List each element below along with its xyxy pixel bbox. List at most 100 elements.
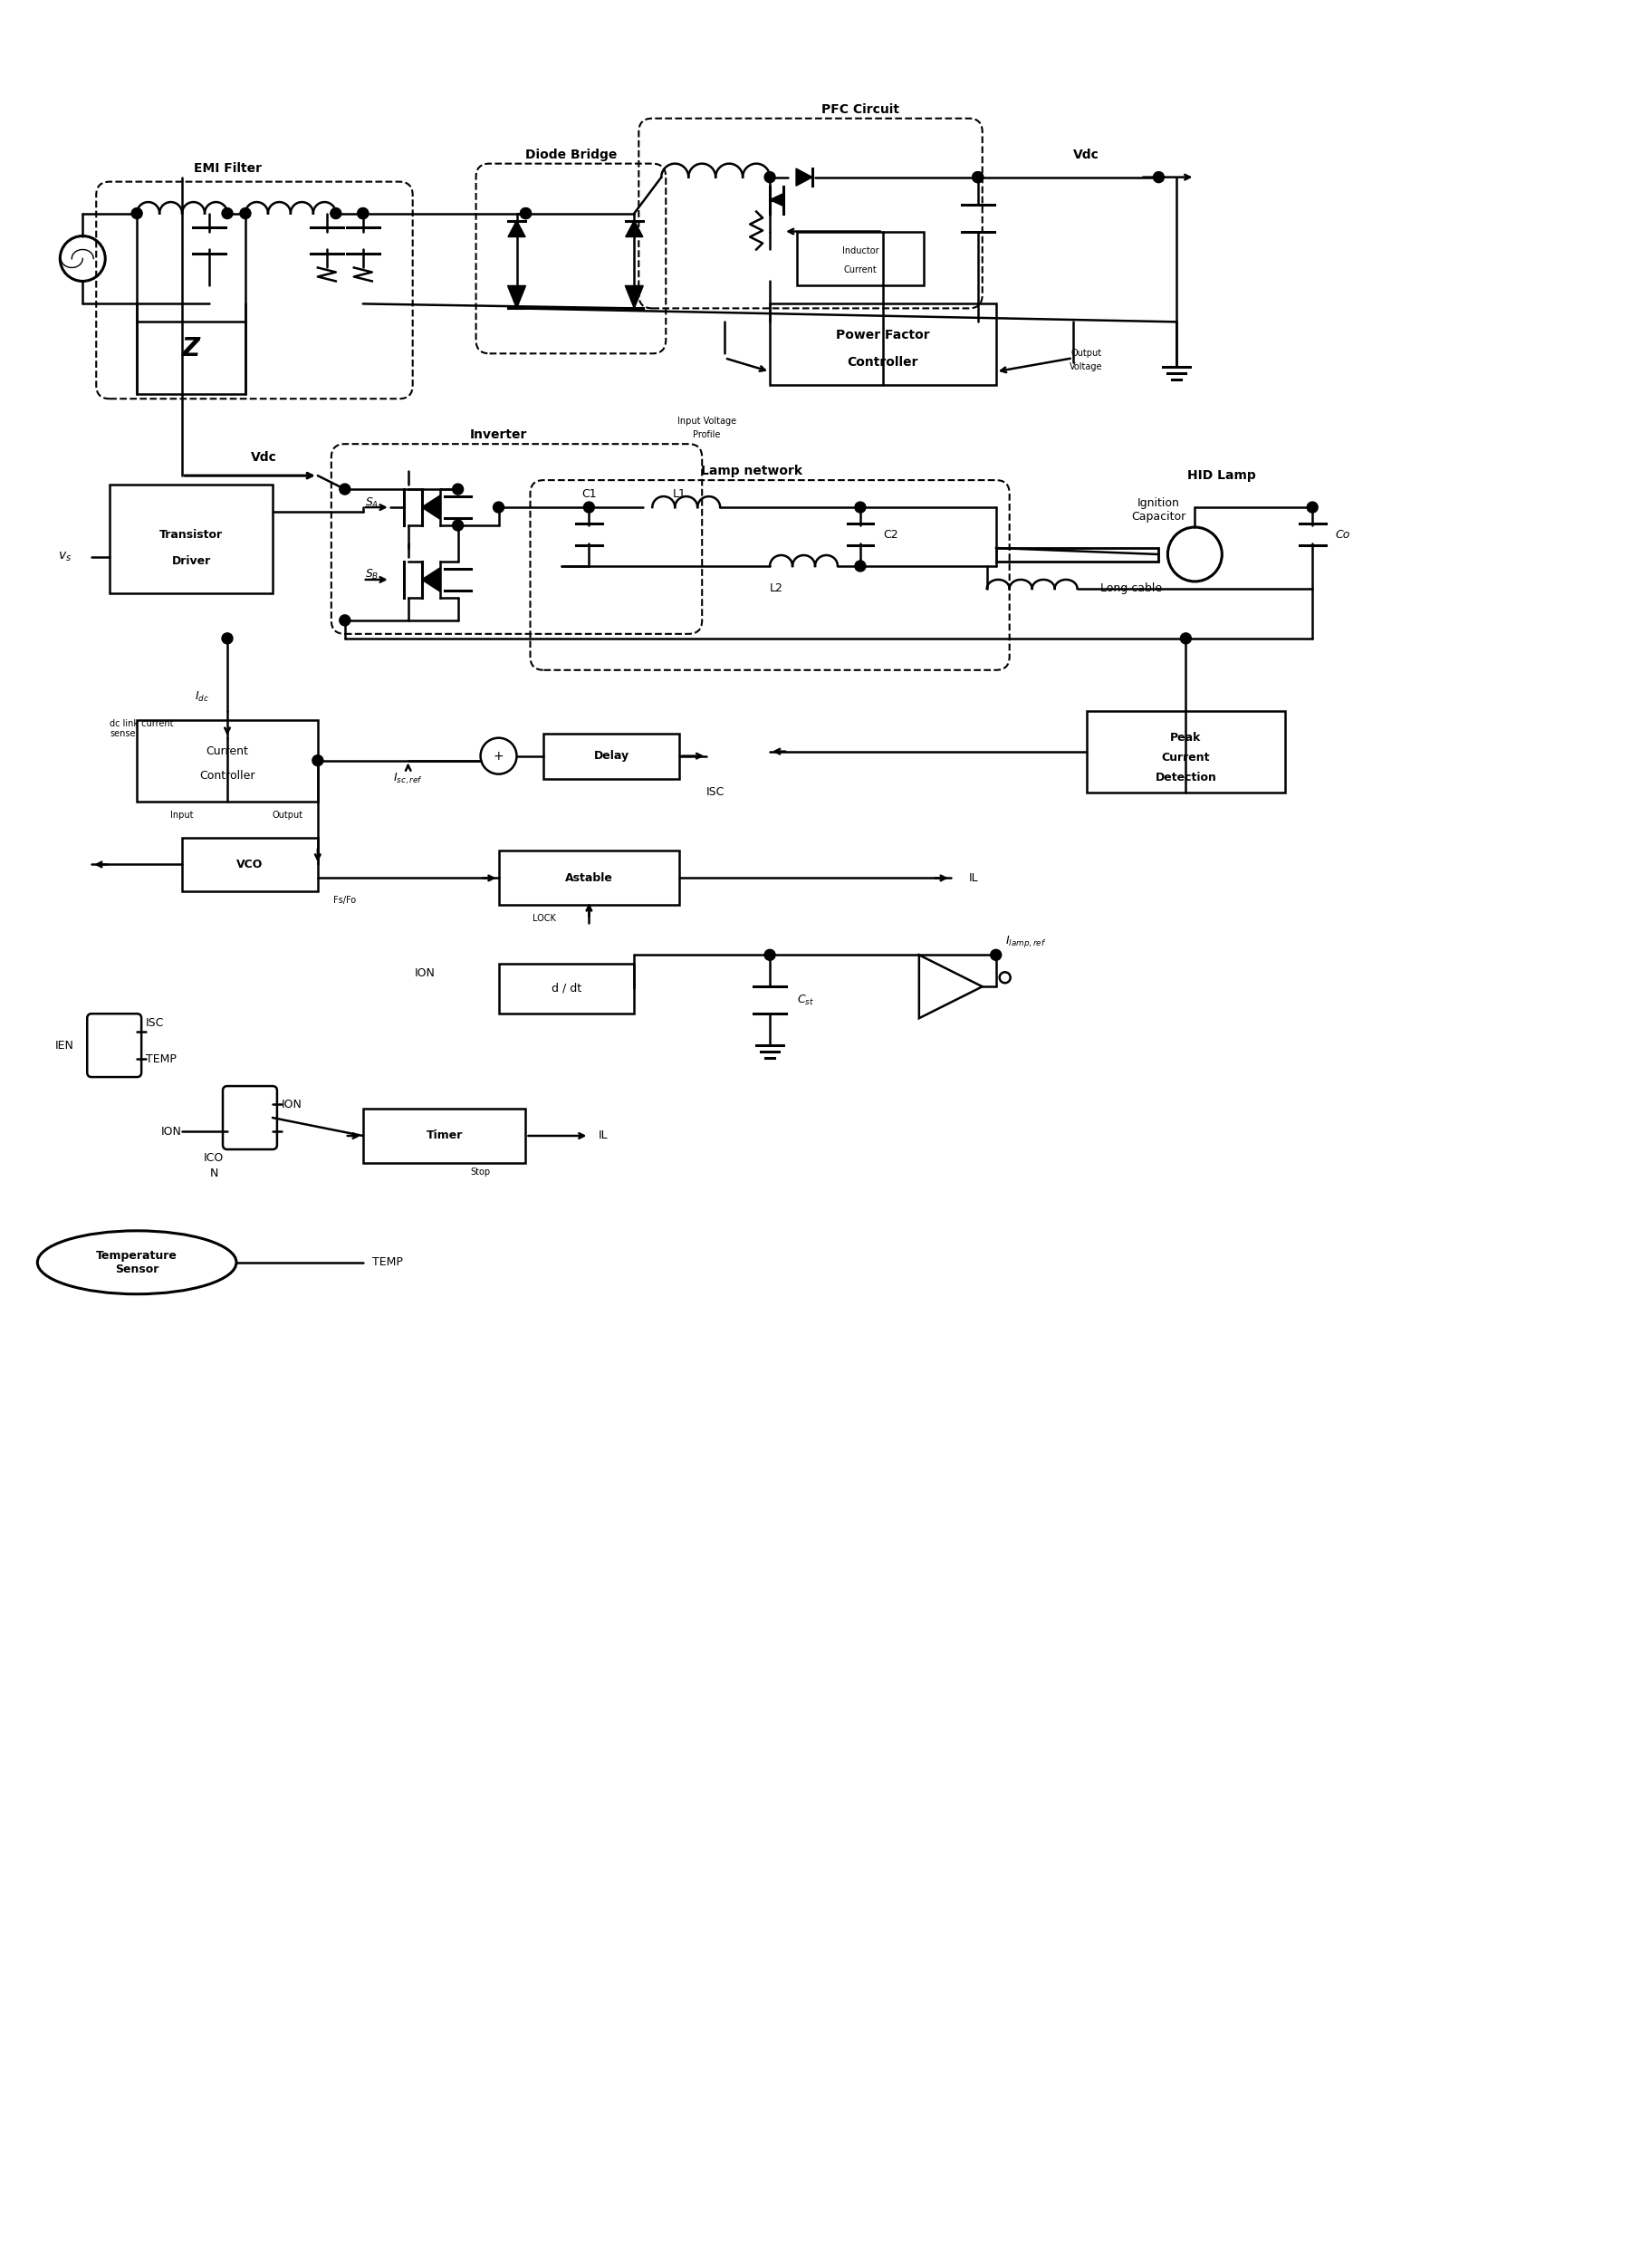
Text: PFC Circuit: PFC Circuit (822, 102, 899, 116)
Bar (543, 733, 679, 778)
Text: +: + (494, 751, 504, 762)
Text: Ignition: Ignition (1137, 497, 1180, 508)
Circle shape (991, 950, 1001, 959)
Text: ISC: ISC (707, 787, 725, 798)
Circle shape (765, 950, 775, 959)
Text: LOCK: LOCK (532, 914, 556, 923)
Text: L1: L1 (673, 488, 686, 499)
Text: Fs/Fo: Fs/Fo (333, 896, 356, 905)
Circle shape (222, 633, 233, 644)
Text: $v_s$: $v_s$ (57, 551, 72, 562)
Text: Voltage: Voltage (1070, 363, 1103, 372)
Polygon shape (422, 494, 440, 519)
Circle shape (1306, 501, 1318, 513)
Text: $I_{lamp,ref}$: $I_{lamp,ref}$ (1004, 934, 1045, 948)
Text: ISC: ISC (146, 1016, 164, 1030)
Text: HID Lamp: HID Lamp (1188, 469, 1257, 483)
Text: $S_A$: $S_A$ (364, 497, 379, 510)
Polygon shape (422, 567, 440, 592)
Bar (110, 485, 272, 594)
Text: ION: ION (415, 966, 435, 980)
Text: Z: Z (182, 336, 200, 361)
Bar (996, 549, 1159, 562)
Bar (363, 1109, 525, 1163)
Text: Driver: Driver (172, 556, 210, 567)
Text: Current: Current (207, 746, 248, 758)
Text: VCO: VCO (236, 860, 263, 871)
Text: Controller: Controller (847, 356, 919, 370)
Bar (1086, 710, 1285, 792)
Text: Timer: Timer (427, 1129, 463, 1141)
Circle shape (222, 209, 233, 218)
Circle shape (855, 560, 866, 572)
Circle shape (358, 209, 368, 218)
Text: C2: C2 (883, 528, 898, 540)
Text: L2: L2 (770, 583, 783, 594)
Polygon shape (796, 168, 812, 186)
Bar (136, 719, 318, 801)
Text: $I_{sc,ref}$: $I_{sc,ref}$ (394, 771, 423, 787)
Circle shape (973, 172, 983, 184)
Text: Transistor: Transistor (159, 528, 223, 540)
Bar (499, 850, 679, 905)
Text: Peak: Peak (1170, 733, 1201, 744)
Text: Output: Output (272, 810, 304, 819)
Text: Vdc: Vdc (1073, 147, 1099, 161)
Text: IEN: IEN (54, 1039, 74, 1052)
Circle shape (584, 501, 594, 513)
Text: Controller: Controller (200, 769, 254, 782)
Text: C1: C1 (581, 488, 597, 499)
Text: Long cable: Long cable (1101, 583, 1162, 594)
Text: $S_B$: $S_B$ (364, 569, 379, 583)
Text: EMI Filter: EMI Filter (194, 161, 261, 175)
Polygon shape (625, 286, 643, 308)
Text: Inverter: Inverter (469, 429, 527, 442)
Circle shape (765, 172, 775, 184)
Circle shape (855, 501, 866, 513)
Bar (499, 964, 633, 1014)
Circle shape (340, 483, 350, 494)
Text: Lamp network: Lamp network (701, 465, 802, 479)
Circle shape (240, 209, 251, 218)
Text: ICO: ICO (203, 1152, 223, 1163)
Polygon shape (509, 220, 525, 236)
Circle shape (453, 519, 463, 531)
Circle shape (1180, 633, 1191, 644)
Text: Stop: Stop (471, 1168, 491, 1177)
Text: $I_{dc}$: $I_{dc}$ (195, 689, 210, 703)
Text: TEMP: TEMP (373, 1256, 402, 1268)
Text: Astable: Astable (565, 873, 614, 885)
Text: ION: ION (161, 1125, 182, 1136)
Text: Temperature
Sensor: Temperature Sensor (97, 1250, 177, 1275)
Circle shape (453, 483, 463, 494)
Text: Current: Current (843, 265, 876, 274)
Text: Co: Co (1336, 528, 1351, 540)
Text: dc link current
sense: dc link current sense (110, 719, 174, 739)
Text: Current: Current (1162, 753, 1209, 764)
Circle shape (494, 501, 504, 513)
Text: Inductor: Inductor (842, 247, 878, 256)
Circle shape (358, 209, 368, 218)
Text: TEMP: TEMP (146, 1052, 177, 1064)
Circle shape (520, 209, 532, 218)
Bar (182, 837, 318, 891)
Circle shape (340, 615, 350, 626)
Bar (798, 231, 924, 286)
Circle shape (1154, 172, 1163, 184)
Text: d / dt: d / dt (551, 982, 581, 993)
Circle shape (131, 209, 143, 218)
Text: Capacitor: Capacitor (1131, 510, 1186, 522)
Text: Vdc: Vdc (251, 451, 277, 465)
Bar (136, 322, 246, 395)
Text: Profile: Profile (693, 431, 720, 440)
Text: Input: Input (171, 810, 194, 819)
Text: Diode Bridge: Diode Bridge (525, 147, 617, 161)
Text: Input Voltage: Input Voltage (678, 417, 737, 426)
Text: IL: IL (597, 1129, 607, 1141)
Text: N: N (210, 1168, 218, 1179)
Circle shape (520, 209, 532, 218)
Polygon shape (507, 286, 525, 308)
Circle shape (312, 755, 323, 767)
Text: $C_{st}$: $C_{st}$ (798, 993, 814, 1007)
Text: Power Factor: Power Factor (835, 329, 930, 342)
